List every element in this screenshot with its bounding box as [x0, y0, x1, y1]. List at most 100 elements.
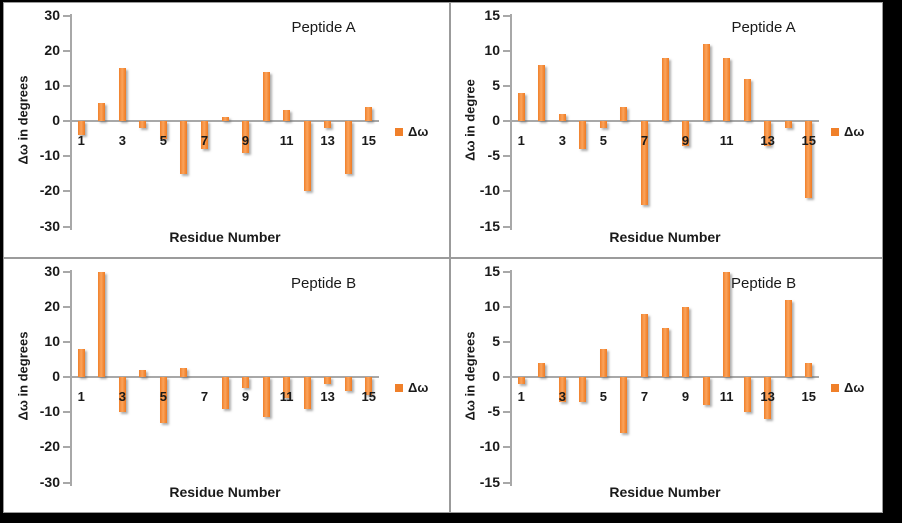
- x-tick-label: 3: [558, 133, 566, 148]
- chart-title: Peptide B: [731, 275, 797, 292]
- y-tick-label: 5: [492, 76, 500, 93]
- data-bar: [118, 68, 126, 121]
- chart-title: Peptide A: [731, 19, 796, 36]
- legend-label: Δω: [844, 124, 865, 139]
- data-bar: [661, 327, 669, 377]
- data-bar: [702, 43, 710, 121]
- y-tickmark: [503, 376, 510, 378]
- data-bar: [139, 121, 147, 129]
- y-tick-label: -20: [39, 182, 60, 199]
- data-bar: [159, 121, 167, 139]
- y-tickmark: [63, 49, 70, 52]
- data-bar: [538, 362, 546, 377]
- y-tick-label: -10: [479, 438, 500, 455]
- chart-panel-top-right-peptide-a: 15 10 5 0 -5 -10 -15 1 3 5 7 9 11 13 15 Peptide A Δω i…: [450, 2, 883, 258]
- data-bar: [139, 369, 147, 377]
- y-tickmark: [503, 481, 510, 484]
- data-bar: [221, 117, 229, 121]
- y-tick-label: -20: [39, 438, 60, 455]
- data-bar: [283, 377, 291, 399]
- y-tickmark: [503, 225, 510, 228]
- y-tickmark: [63, 225, 70, 228]
- legend: Δω: [395, 380, 428, 395]
- data-bar: [221, 377, 229, 409]
- x-tick-label: 5: [599, 389, 607, 404]
- data-bar: [579, 377, 587, 402]
- x-tick-label: 15: [801, 133, 816, 148]
- data-bar: [805, 362, 813, 377]
- y-tick-label: 30: [44, 262, 60, 279]
- y-tickmark: [63, 120, 70, 122]
- x-tick-label: 15: [361, 133, 376, 148]
- x-axis-title: Residue Number: [169, 484, 281, 500]
- y-tickmark: [503, 120, 510, 122]
- data-bar: [784, 121, 792, 129]
- zero-gridline: [511, 376, 819, 378]
- y-tickmark: [63, 155, 70, 158]
- x-tick-label: 9: [681, 133, 690, 148]
- data-bar: [303, 377, 311, 409]
- y-tick-label: -30: [39, 217, 60, 234]
- y-tick-label: 30: [44, 6, 60, 23]
- data-bar: [538, 64, 546, 121]
- y-axis-title: Δω in degree: [462, 79, 478, 161]
- data-bar: [764, 377, 772, 420]
- x-tick-label: 1: [517, 389, 525, 404]
- data-bar: [599, 348, 607, 377]
- y-tickmark: [503, 49, 510, 52]
- y-tick-label: -10: [39, 403, 60, 420]
- y-tick-label: -10: [479, 182, 500, 199]
- data-bar: [365, 377, 373, 395]
- x-tick-label: 1: [77, 389, 85, 404]
- data-bar: [517, 92, 525, 121]
- x-tick-label: 3: [558, 389, 566, 404]
- data-bar: [77, 348, 85, 377]
- y-tick-label: 10: [484, 297, 500, 314]
- data-bar: [558, 113, 566, 121]
- data-bar: [180, 368, 188, 377]
- data-bar: [743, 78, 751, 121]
- chart-panel-bottom-right-peptide-b: 15 10 5 0 -5 -10 -15 1 3 5 7 9 11 13 15 Peptide B Δω i…: [450, 258, 883, 513]
- legend-label: Δω: [408, 380, 429, 395]
- y-tick-label: -30: [39, 473, 60, 490]
- legend-swatch-icon: [395, 127, 403, 136]
- data-bar: [579, 121, 587, 150]
- x-tick-label: 11: [279, 389, 294, 404]
- y-axis-title: Δω in degrees: [15, 75, 31, 165]
- data-bar: [784, 299, 792, 377]
- x-tick-label: 13: [760, 133, 775, 148]
- x-axis-title: Residue Number: [169, 229, 281, 245]
- x-tick-label: 13: [320, 389, 335, 404]
- y-tick-label: 0: [52, 368, 60, 384]
- x-tick-label: 9: [681, 389, 690, 404]
- chart-title: Peptide A: [291, 19, 356, 36]
- y-tickmark: [503, 446, 510, 449]
- x-tick-label: 7: [200, 389, 209, 404]
- legend-label: Δω: [408, 124, 429, 139]
- data-bar: [365, 106, 373, 121]
- data-bar: [118, 377, 126, 413]
- data-bar: [344, 121, 352, 174]
- x-tick-label: 11: [279, 133, 294, 148]
- y-axis-title: Δω in degrees: [462, 331, 478, 421]
- data-bar: [242, 121, 250, 153]
- y-tickmark: [63, 411, 70, 414]
- data-bar: [159, 377, 167, 423]
- y-tickmark: [63, 14, 70, 17]
- data-bar: [77, 121, 85, 136]
- legend: Δω: [831, 380, 864, 395]
- x-tick-label: 13: [760, 389, 775, 404]
- y-tick-label: 15: [484, 262, 500, 279]
- x-tick-label: 15: [361, 389, 376, 404]
- x-tick-label: 9: [241, 389, 250, 404]
- x-tick-label: 3: [118, 389, 126, 404]
- data-bar: [702, 377, 710, 406]
- zero-gridline: [511, 120, 819, 122]
- data-bar: [640, 121, 648, 206]
- y-tickmark: [503, 305, 510, 308]
- y-tick-label: 20: [44, 41, 60, 58]
- y-tickmark: [63, 340, 70, 343]
- x-axis-title: Residue Number: [609, 229, 721, 245]
- y-tickmark: [63, 84, 70, 87]
- y-tickmark: [503, 14, 510, 17]
